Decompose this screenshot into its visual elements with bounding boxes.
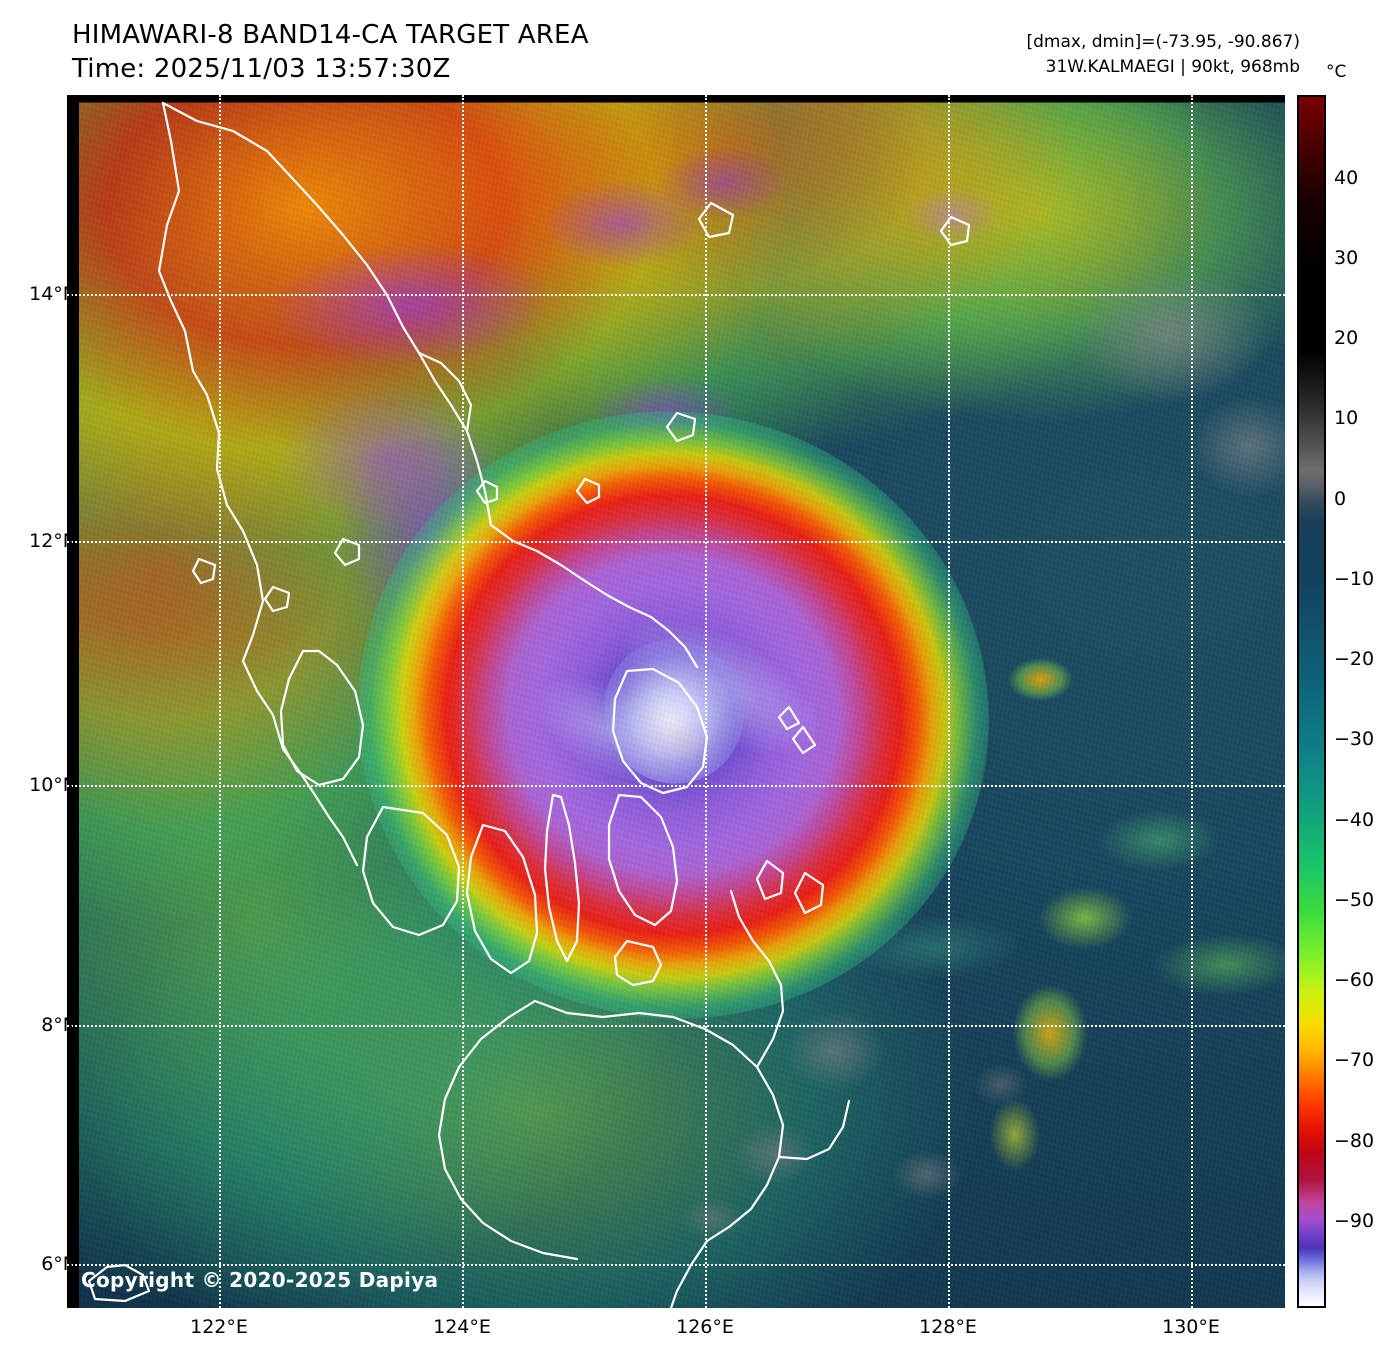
xtick-label-4: 130°E — [1162, 1316, 1220, 1338]
xtick-label-3: 128°E — [919, 1316, 977, 1338]
xtick-label-2: 126°E — [676, 1316, 734, 1338]
metadata-block: [dmax, dmin]=(-73.95, -90.867) 31W.KALMA… — [1027, 30, 1301, 80]
temperature-colorbar — [1297, 95, 1326, 1308]
cbar-tick-5: −10 — [1334, 568, 1375, 590]
cbar-tick-2: 20 — [1334, 327, 1359, 349]
colorbar-unit-label: °C — [1326, 62, 1347, 82]
cbar-tick-0: 40 — [1334, 167, 1359, 189]
cbar-tick-3: 10 — [1334, 407, 1359, 429]
ytick-label-0: 14°N — [29, 283, 77, 305]
cbar-tick-10: −60 — [1334, 969, 1375, 991]
page-title: HIMAWARI-8 BAND14-CA TARGET AREA Time: 2… — [72, 18, 589, 86]
timestamp-line: Time: 2025/11/03 13:57:30Z — [72, 54, 451, 84]
storm-info-label: 31W.KALMAEGI | 90kt, 968mb — [1045, 57, 1300, 77]
cbar-tick-13: −90 — [1334, 1210, 1375, 1232]
cbar-tick-6: −20 — [1334, 648, 1375, 670]
ytick-label-3: 8°N — [41, 1014, 77, 1036]
ytick-label-1: 12°N — [29, 530, 77, 552]
cbar-tick-8: −40 — [1334, 809, 1375, 831]
title-line: HIMAWARI-8 BAND14-CA TARGET AREA — [72, 20, 589, 50]
cbar-tick-4: 0 — [1334, 488, 1347, 510]
xtick-label-0: 122°E — [190, 1316, 248, 1338]
satellite-image-plot: Copyright © 2020-2025 Dapiya — [67, 95, 1285, 1308]
cbar-tick-11: −70 — [1334, 1049, 1375, 1071]
cbar-tick-1: 30 — [1334, 247, 1359, 269]
cbar-tick-12: −80 — [1334, 1130, 1375, 1152]
cbar-tick-9: −50 — [1334, 889, 1375, 911]
data-range-label: [dmax, dmin]=(-73.95, -90.867) — [1026, 32, 1301, 52]
coastline-overlay — [67, 95, 1285, 1308]
ytick-label-2: 10°N — [29, 774, 77, 796]
ytick-label-4: 6°N — [41, 1253, 77, 1275]
cbar-tick-7: −30 — [1334, 728, 1375, 750]
xtick-label-1: 124°E — [433, 1316, 491, 1338]
copyright-label: Copyright © 2020-2025 Dapiya — [81, 1268, 439, 1292]
